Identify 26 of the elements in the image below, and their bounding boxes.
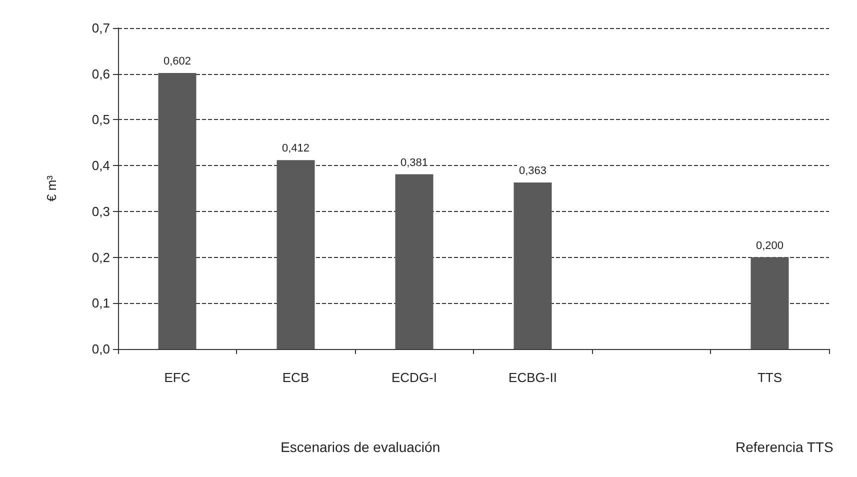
text: Referencia TTS [736, 439, 834, 455]
bar [395, 174, 434, 349]
data-label: 0,381 [400, 156, 428, 169]
y-tick-label: 0,3 [92, 204, 110, 219]
data-label: 0,363 [518, 165, 547, 178]
bar [514, 182, 552, 349]
x-tick-label: TTS [757, 370, 782, 385]
y-tick-label: 0,0 [92, 342, 110, 356]
x-tick-label: ECDG-I [392, 370, 437, 385]
y-tick-label: 0,6 [92, 66, 110, 82]
data-label: 0,200 [756, 240, 784, 252]
bar [276, 160, 315, 349]
y-tick-label: 0,7 [92, 20, 110, 36]
x-tick-label: ECB [282, 370, 310, 385]
data-label: 0,602 [163, 55, 192, 68]
x-tick-label: EFC [164, 370, 190, 385]
y-tick-label: 0,5 [92, 112, 110, 128]
data-label: 0,412 [282, 142, 310, 155]
bar [750, 257, 789, 349]
y-tick-label: 0,2 [92, 250, 110, 265]
y-axis-title: € m³ [44, 174, 59, 202]
x-tick-label: ECBG-II [508, 370, 557, 385]
bar [158, 72, 196, 349]
y-tick-label: 0,1 [92, 296, 110, 311]
y-tick-label: 0,4 [92, 158, 110, 174]
text: Escenarios de evaluación [280, 439, 440, 455]
